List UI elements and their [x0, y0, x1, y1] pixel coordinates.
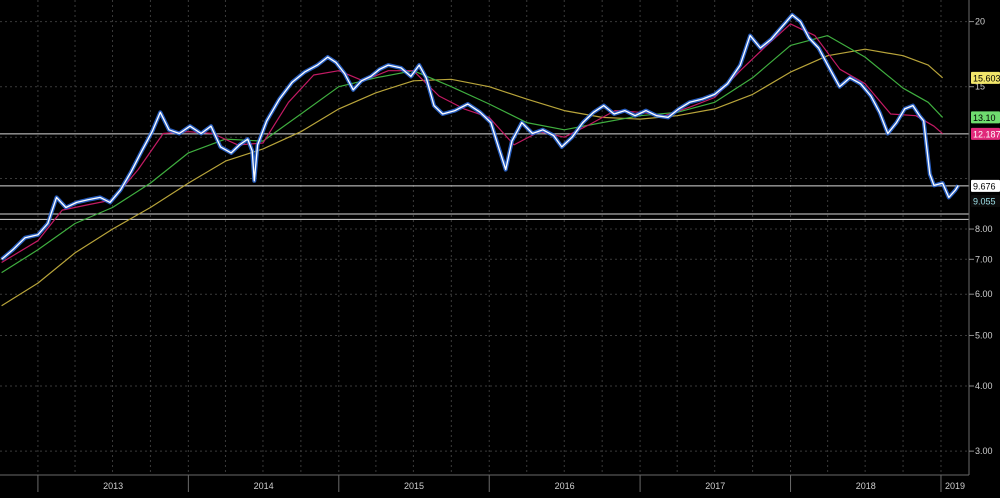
x-tick-label: 2014	[254, 481, 274, 491]
value-flag: 15.603	[971, 71, 1000, 84]
grid	[0, 0, 969, 475]
x-tick-label: 2013	[103, 481, 123, 491]
value-flag-label: 15.603	[973, 73, 1000, 83]
value-flag: 13.10	[971, 111, 1000, 124]
y-tick-label: 15	[975, 82, 985, 92]
price-line	[1, 14, 959, 260]
y-tick-label: 20	[975, 17, 985, 27]
y-tick-label: 6.00	[975, 289, 993, 299]
value-flag-box	[971, 71, 1000, 84]
value-flag-label: 13.10	[973, 113, 996, 123]
y-tick-label: 4.00	[975, 381, 993, 391]
series	[0, 12, 961, 307]
x-tick-label: 2018	[856, 481, 876, 491]
moving-average-line	[1, 48, 943, 307]
x-axis-ticks: 2013 2014 2015 2016 2017 2018 2019	[37, 475, 965, 492]
value-flag-box	[971, 179, 1000, 192]
value-flags: 15.603 13.10 12.187 9.676 9.055	[971, 71, 1000, 208]
value-flag: 9.676	[971, 179, 1000, 192]
y-tick-label: 8.00	[975, 224, 993, 234]
value-flag: 9.055	[971, 195, 1000, 208]
value-flag-label: 12.187	[973, 129, 1000, 139]
value-flag-label: 9.055	[973, 197, 996, 207]
y-tick-label: 7.00	[975, 254, 993, 264]
axes	[0, 0, 970, 476]
value-flag: 12.187	[971, 127, 1000, 140]
moving-average-line	[1, 34, 944, 274]
x-tick-label: 2017	[705, 481, 725, 491]
y-tick-label: 5.00	[975, 330, 993, 340]
x-tick-label: 2019	[945, 481, 965, 491]
x-tick-label: 2015	[404, 481, 424, 491]
y-axis-ticks: 20 15 8.00 7.00 6.00 5.00 4.00 3.00	[969, 17, 993, 456]
reference-lines	[0, 133, 969, 220]
y-tick-label: 3.00	[975, 446, 993, 456]
value-flag-box	[971, 111, 1000, 124]
x-tick-label: 2016	[555, 481, 575, 491]
value-flag-label: 9.676	[973, 181, 996, 191]
value-flag-box	[971, 127, 1000, 140]
value-flag-box	[971, 195, 1000, 208]
